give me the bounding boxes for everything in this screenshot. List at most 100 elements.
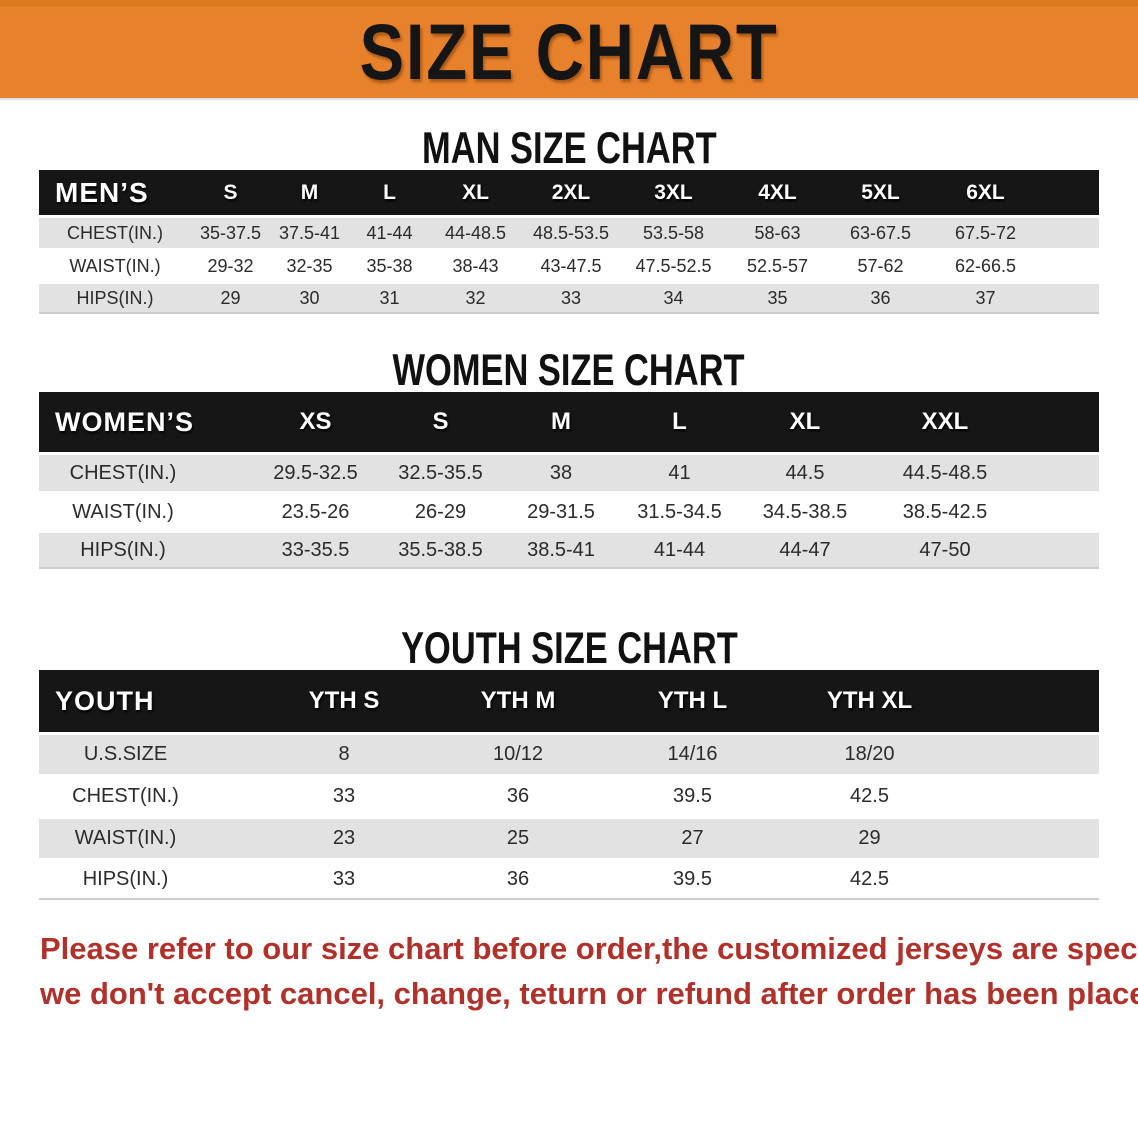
size-cell: 42.5 bbox=[780, 774, 1099, 816]
size-cell: 43-47.5 bbox=[521, 248, 621, 281]
size-cell: 34.5-38.5 bbox=[739, 491, 871, 530]
size-cell: 47-50 bbox=[871, 530, 1099, 569]
size-cell: 38.5-42.5 bbox=[871, 491, 1099, 530]
size-cell: 18/20 bbox=[780, 732, 1099, 774]
size-cell: 32.5-35.5 bbox=[379, 452, 502, 491]
size-cell: 38-43 bbox=[430, 248, 521, 281]
size-cell: 30 bbox=[270, 281, 349, 314]
women-section-heading: WOMEN SIZE CHART bbox=[0, 345, 1138, 395]
size-cell: 33 bbox=[257, 858, 431, 900]
row-label: U.S.SIZE bbox=[39, 732, 257, 774]
women-waist-row: WAIST(IN.) 23.5-26 26-29 29-31.5 31.5-34… bbox=[39, 491, 1099, 530]
men-col-header: 3XL bbox=[621, 170, 726, 215]
youth-chest-row: CHEST(IN.) 33 36 39.5 42.5 bbox=[39, 774, 1099, 816]
women-col-header: XS bbox=[252, 392, 379, 452]
women-col-header: S bbox=[379, 392, 502, 452]
size-cell: 35-38 bbox=[349, 248, 430, 281]
size-cell: 29.5-32.5 bbox=[252, 452, 379, 491]
size-cell: 33 bbox=[521, 281, 621, 314]
women-heading-text: WOMEN SIZE CHART bbox=[392, 345, 746, 395]
size-cell: 23.5-26 bbox=[252, 491, 379, 530]
size-cell: 36 bbox=[431, 858, 605, 900]
men-col-header: 4XL bbox=[726, 170, 829, 215]
size-cell: 44-47 bbox=[739, 530, 871, 569]
youth-waist-row: WAIST(IN.) 23 25 27 29 bbox=[39, 816, 1099, 858]
size-cell: 29 bbox=[780, 816, 1099, 858]
size-cell: 29-32 bbox=[191, 248, 270, 281]
size-cell: 47.5-52.5 bbox=[621, 248, 726, 281]
youth-heading-text: YOUTH SIZE CHART bbox=[400, 623, 738, 673]
order-policy-line1: Please refer to our size chart before or… bbox=[40, 931, 1138, 966]
size-cell: 10/12 bbox=[431, 732, 605, 774]
women-col-header: XL bbox=[739, 392, 871, 452]
youth-col-header: YTH XL bbox=[780, 670, 1099, 732]
size-cell: 62-66.5 bbox=[932, 248, 1099, 281]
women-size-table: WOMEN’S XS S M L XL XXL CHEST(IN.) 29.5-… bbox=[39, 392, 1099, 569]
men-size-table: MEN’S S M L XL 2XL 3XL 4XL 5XL 6XL CHEST… bbox=[39, 170, 1099, 314]
size-cell: 41-44 bbox=[620, 530, 739, 569]
size-cell: 14/16 bbox=[605, 732, 780, 774]
size-cell: 37.5-41 bbox=[270, 215, 349, 248]
size-cell: 42.5 bbox=[780, 858, 1099, 900]
size-cell: 35.5-38.5 bbox=[379, 530, 502, 569]
banner-title: SIZE CHART bbox=[359, 8, 779, 97]
youth-corner-label: YOUTH bbox=[39, 670, 257, 732]
size-chart-banner: SIZE CHART bbox=[0, 0, 1138, 100]
size-cell: 33-35.5 bbox=[252, 530, 379, 569]
size-cell: 29 bbox=[191, 281, 270, 314]
women-chest-row: CHEST(IN.) 29.5-32.5 32.5-35.5 38 41 44.… bbox=[39, 452, 1099, 491]
women-corner-label: WOMEN’S bbox=[39, 392, 252, 452]
youth-header-row: YOUTH YTH S YTH M YTH L YTH XL bbox=[39, 670, 1099, 732]
row-label: HIPS(IN.) bbox=[39, 530, 252, 569]
women-hips-row: HIPS(IN.) 33-35.5 35.5-38.5 38.5-41 41-4… bbox=[39, 530, 1099, 569]
women-col-header: XXL bbox=[871, 392, 1099, 452]
row-label: HIPS(IN.) bbox=[39, 858, 257, 900]
men-header-row: MEN’S S M L XL 2XL 3XL 4XL 5XL 6XL bbox=[39, 170, 1099, 215]
row-label: WAIST(IN.) bbox=[39, 491, 252, 530]
size-cell: 35-37.5 bbox=[191, 215, 270, 248]
size-cell: 29-31.5 bbox=[502, 491, 620, 530]
size-cell: 23 bbox=[257, 816, 431, 858]
men-col-header: S bbox=[191, 170, 270, 215]
size-cell: 32 bbox=[430, 281, 521, 314]
size-cell: 52.5-57 bbox=[726, 248, 829, 281]
size-cell: 31 bbox=[349, 281, 430, 314]
size-cell: 44-48.5 bbox=[430, 215, 521, 248]
size-cell: 38.5-41 bbox=[502, 530, 620, 569]
size-cell: 63-67.5 bbox=[829, 215, 932, 248]
size-cell: 8 bbox=[257, 732, 431, 774]
row-label: CHEST(IN.) bbox=[39, 774, 257, 816]
size-cell: 44.5-48.5 bbox=[871, 452, 1099, 491]
row-label: WAIST(IN.) bbox=[39, 248, 191, 281]
size-cell: 38 bbox=[502, 452, 620, 491]
youth-hips-row: HIPS(IN.) 33 36 39.5 42.5 bbox=[39, 858, 1099, 900]
order-policy-line2: we don't accept cancel, change, teturn o… bbox=[40, 976, 1138, 1011]
women-header-row: WOMEN’S XS S M L XL XXL bbox=[39, 392, 1099, 452]
men-heading-text: MAN SIZE CHART bbox=[421, 123, 717, 173]
youth-size-table: YOUTH YTH S YTH M YTH L YTH XL U.S.SIZE … bbox=[39, 670, 1099, 900]
men-col-header: 2XL bbox=[521, 170, 621, 215]
size-cell: 26-29 bbox=[379, 491, 502, 530]
size-cell: 39.5 bbox=[605, 774, 780, 816]
row-label: CHEST(IN.) bbox=[39, 452, 252, 491]
men-waist-row: WAIST(IN.) 29-32 32-35 35-38 38-43 43-47… bbox=[39, 248, 1099, 281]
men-col-header: 5XL bbox=[829, 170, 932, 215]
men-col-header: 6XL bbox=[932, 170, 1099, 215]
men-col-header: M bbox=[270, 170, 349, 215]
row-label: HIPS(IN.) bbox=[39, 281, 191, 314]
size-cell: 31.5-34.5 bbox=[620, 491, 739, 530]
size-cell: 27 bbox=[605, 816, 780, 858]
size-cell: 44.5 bbox=[739, 452, 871, 491]
size-cell: 36 bbox=[829, 281, 932, 314]
size-cell: 41 bbox=[620, 452, 739, 491]
size-cell: 41-44 bbox=[349, 215, 430, 248]
size-cell: 48.5-53.5 bbox=[521, 215, 621, 248]
men-section-heading: MAN SIZE CHART bbox=[0, 123, 1138, 173]
size-cell: 58-63 bbox=[726, 215, 829, 248]
size-cell: 53.5-58 bbox=[621, 215, 726, 248]
row-label: CHEST(IN.) bbox=[39, 215, 191, 248]
size-cell: 35 bbox=[726, 281, 829, 314]
men-corner-label: MEN’S bbox=[39, 170, 191, 215]
size-cell: 32-35 bbox=[270, 248, 349, 281]
size-cell: 25 bbox=[431, 816, 605, 858]
